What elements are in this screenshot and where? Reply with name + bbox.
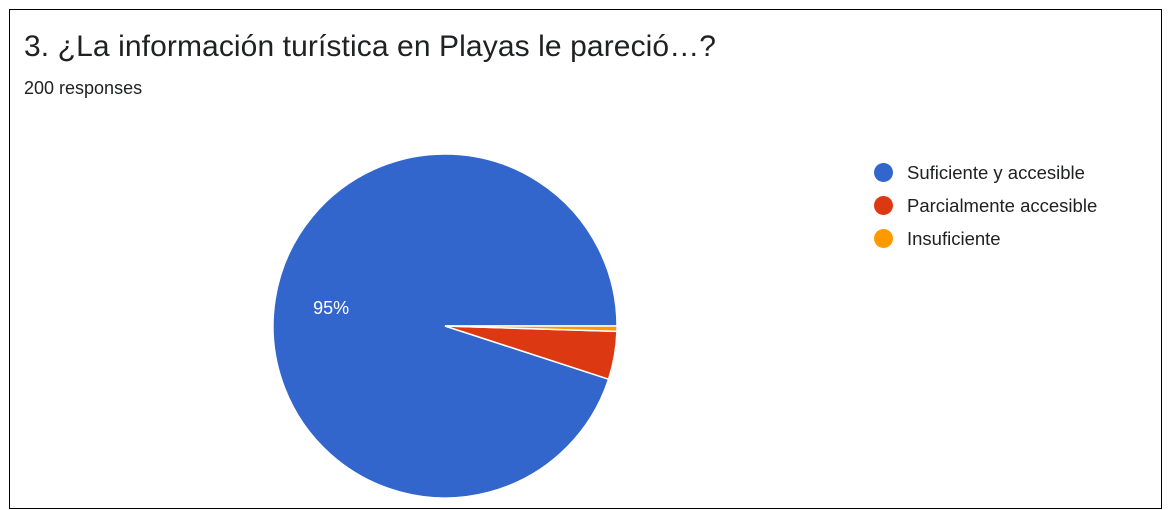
legend-item-parcialmente[interactable]: Parcialmente accesible [874,189,1097,222]
legend-swatch-icon [874,196,893,215]
pie-slice-2[interactable] [444,325,618,333]
legend-label: Insuficiente [907,227,1001,249]
legend-item-suficiente[interactable]: Suficiente y accesible [874,156,1097,189]
legend-item-insuficiente[interactable]: Insuficiente [874,222,1097,255]
chart-card: 3. ¿La información turística en Playas l… [9,9,1162,509]
question-title: 3. ¿La información turística en Playas l… [24,30,717,63]
legend-label: Parcialmente accesible [907,194,1098,216]
legend-label: Suficiente y accesible [907,161,1085,183]
response-count: 200 responses [24,78,143,98]
legend-swatch-icon [874,229,893,248]
pie-slice-data-label: 95% [313,298,349,318]
chart-legend: Suficiente y accesible Parcialmente acce… [874,156,1097,255]
legend-swatch-icon [874,163,893,182]
pie-chart: 95% [272,153,618,499]
pie-slice-0[interactable] [272,153,618,499]
